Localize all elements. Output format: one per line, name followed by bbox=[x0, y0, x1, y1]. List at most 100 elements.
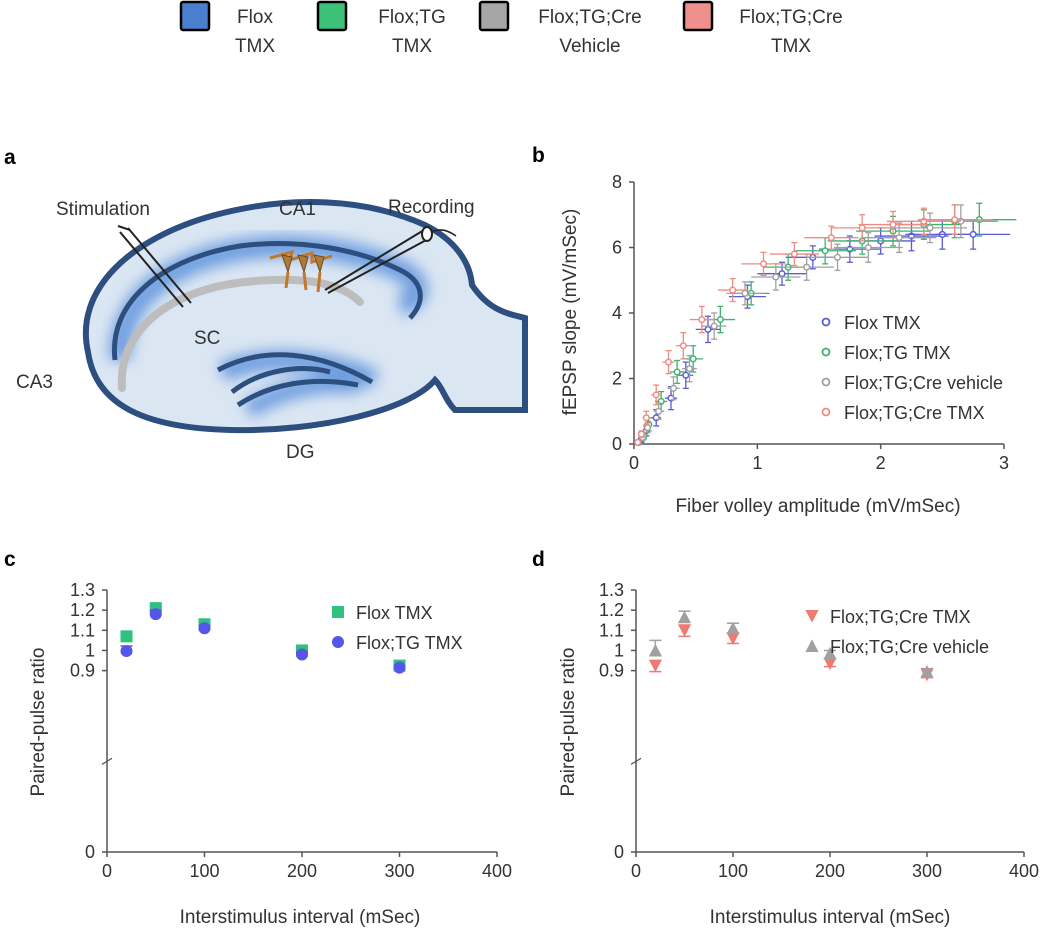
legend-item-flox-tg-cre-tmx: Flox;TG;Cre TMX bbox=[821, 403, 985, 423]
data-point bbox=[716, 316, 724, 324]
label-dg: DG bbox=[286, 442, 315, 463]
panel-d: d 0 100 200 300 400 0 0.911.11.21.3 Interstimul… bbox=[532, 548, 1039, 928]
data-point bbox=[726, 621, 740, 635]
x-tick-label: 300 bbox=[384, 861, 414, 881]
y-tick-label: 0 bbox=[612, 434, 622, 454]
y-tick-label: 1.3 bbox=[70, 580, 95, 600]
dentate-gyrus-lower bbox=[236, 378, 359, 408]
label-ca3: CA3 bbox=[16, 372, 53, 393]
axis-break bbox=[630, 757, 642, 765]
data-point bbox=[677, 610, 692, 624]
legend-marker bbox=[821, 347, 831, 357]
data-point bbox=[698, 316, 706, 324]
data-point bbox=[833, 253, 842, 261]
axis-break bbox=[101, 757, 113, 765]
y-tick-label: 0 bbox=[85, 842, 95, 862]
legend: Flox;TG;Cre TMX Flox;TG;Cre vehicle bbox=[805, 607, 989, 657]
chart-b: 0 1 2 3 0 2 4 6 8 Fiber volley amplitude (mV/mSec… bbox=[560, 172, 1017, 517]
data-point bbox=[198, 622, 211, 635]
data-point bbox=[393, 661, 406, 674]
x-axis-title: Interstimulus interval (mSec) bbox=[710, 907, 951, 928]
data-point bbox=[772, 273, 780, 281]
data-point bbox=[120, 630, 133, 643]
data-point bbox=[864, 243, 872, 252]
legend-marker bbox=[821, 317, 831, 327]
label-ca1: CA1 bbox=[279, 199, 316, 220]
data-point bbox=[149, 608, 162, 621]
legend-label-2-line2: TMX bbox=[392, 36, 432, 57]
legend-marker bbox=[821, 407, 831, 417]
data-point bbox=[644, 424, 652, 432]
panel-b: b 0 1 2 3 0 2 4 6 8 Fiber volley amplitude (mV/mS… bbox=[532, 144, 1017, 517]
panel-b-label: b bbox=[532, 144, 545, 167]
y-tick-label: 0 bbox=[614, 842, 624, 862]
y-tick-label: 1 bbox=[85, 640, 95, 660]
x-axis-title: Fiber volley amplitude (mV/mSec) bbox=[675, 496, 960, 517]
top-legend-item-2: Flox;TG TMX bbox=[316, 0, 446, 57]
series-flox-tg-cre-vehicle bbox=[648, 610, 934, 678]
data-point bbox=[677, 624, 692, 637]
top-legend-item-1: Flox TMX bbox=[179, 0, 275, 57]
data-point bbox=[790, 250, 798, 258]
x-tick-label: 100 bbox=[189, 861, 219, 881]
x-tick-label: 300 bbox=[912, 861, 942, 881]
top-legend-item-4: Flox;TG;Cre TMX bbox=[682, 0, 843, 57]
x-tick-label: 3 bbox=[999, 453, 1009, 473]
y-tick-label: 2 bbox=[612, 369, 622, 389]
y-axis-title: Paired-pulse ratio bbox=[558, 648, 579, 797]
legend-label: Flox;TG;Cre vehicle bbox=[844, 373, 1003, 393]
legend-label-1-line2: TMX bbox=[235, 36, 275, 57]
legend-marker bbox=[821, 377, 831, 387]
data-point bbox=[669, 384, 678, 392]
legend-item-flox-tg-tmx: Flox;TG TMX bbox=[821, 343, 951, 363]
legend-item-flox-tg-cre-vehicle: Flox;TG;Cre vehicle bbox=[805, 637, 989, 657]
x-tick-label: 1 bbox=[752, 453, 762, 473]
data-point bbox=[704, 325, 712, 333]
data-point bbox=[634, 438, 642, 446]
y-tick-label: 1.2 bbox=[599, 600, 624, 620]
data-point bbox=[729, 286, 737, 294]
legend-marker bbox=[332, 606, 344, 618]
series-flox-tg-cre-tmx bbox=[634, 204, 992, 446]
legend-item-flox-tg-cre-tmx: Flox;TG;Cre TMX bbox=[805, 607, 971, 627]
legend-item-flox-tg-cre-vehicle: Flox;TG;Cre vehicle bbox=[821, 373, 1003, 393]
legend-label-1-line1: Flox bbox=[237, 7, 273, 28]
data-point bbox=[823, 657, 837, 671]
legend-label: Flox;TG;Cre TMX bbox=[844, 403, 985, 423]
y-axis-title: fEPSP slope (mV/mSec) bbox=[560, 209, 581, 416]
pyramidal-layer-outer bbox=[111, 241, 423, 361]
data-point bbox=[803, 263, 811, 271]
panel-c-label: c bbox=[4, 548, 16, 571]
legend-marker bbox=[805, 639, 819, 652]
recording-electrode bbox=[324, 226, 457, 294]
legend-marker bbox=[805, 610, 819, 623]
data-point bbox=[655, 407, 663, 415]
top-legend-item-3: Flox;TG;Cre Vehicle bbox=[478, 0, 642, 57]
legend-label: Flox TMX bbox=[844, 313, 921, 333]
panel-a-label: a bbox=[4, 146, 16, 169]
data-point bbox=[821, 247, 829, 255]
y-tick-label: 4 bbox=[612, 303, 622, 323]
dentate-gyrus-upper bbox=[216, 352, 374, 385]
data-point bbox=[637, 430, 645, 438]
panel-a: a bbox=[4, 146, 528, 463]
dentate-gyrus-inner bbox=[230, 366, 331, 394]
y-tick-label: 1.1 bbox=[599, 620, 624, 640]
y-tick-label: 8 bbox=[612, 172, 622, 192]
legend-swatch-flox-tg-cre-tmx bbox=[682, 0, 714, 32]
legend-swatch-flox-tg-cre-vehicle bbox=[478, 0, 510, 32]
x-tick-label: 400 bbox=[1009, 861, 1039, 881]
chart-c: 0 100 200 300 400 0 0.911.11.21.3 Interstimulus… bbox=[28, 580, 512, 928]
x-tick-label: 200 bbox=[815, 861, 845, 881]
x-tick-label: 100 bbox=[718, 861, 748, 881]
data-point bbox=[926, 224, 934, 232]
data-point bbox=[648, 659, 662, 673]
y-tick-label: 6 bbox=[612, 238, 622, 258]
data-point bbox=[920, 665, 934, 678]
legend-swatch-flox-tmx bbox=[179, 0, 211, 32]
x-tick-label: 0 bbox=[102, 861, 112, 881]
panel-c: c 0 100 200 300 400 0 0.911.11.21.3 Interstimul… bbox=[4, 548, 512, 928]
data-point bbox=[296, 648, 308, 661]
data-point bbox=[951, 216, 959, 224]
legend-label-4-line2: TMX bbox=[771, 36, 811, 57]
